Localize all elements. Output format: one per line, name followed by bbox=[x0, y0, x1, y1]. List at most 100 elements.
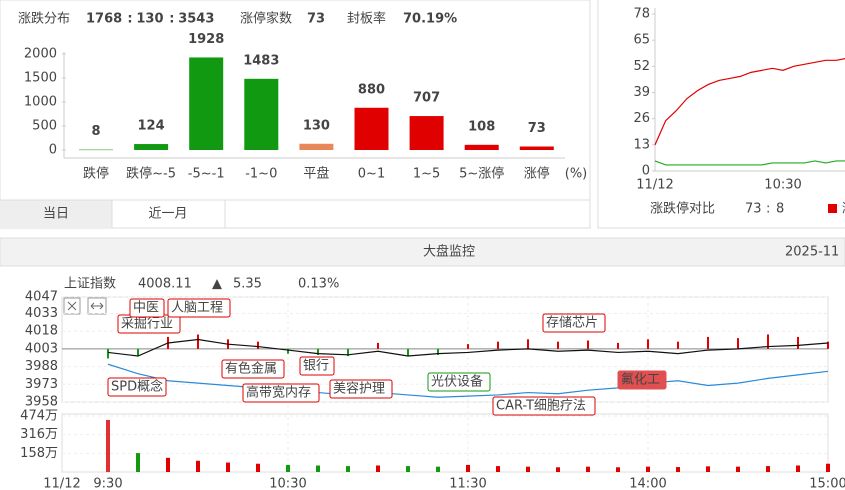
legend-sep: : bbox=[766, 202, 770, 217]
volume-bar bbox=[106, 420, 110, 472]
y-tick-label: 65 bbox=[633, 33, 650, 48]
diff-bar bbox=[677, 341, 679, 349]
diff-bar bbox=[767, 334, 769, 349]
volume-bar bbox=[256, 463, 260, 472]
index-name: 上证指数 bbox=[64, 277, 116, 292]
volume-bar bbox=[556, 467, 560, 472]
diff-bar bbox=[737, 338, 739, 349]
tab[interactable]: 当日 bbox=[43, 207, 69, 222]
x-tick-label: 10:30 bbox=[764, 178, 801, 193]
y-tick-label: 1500 bbox=[24, 71, 57, 86]
volume-bar bbox=[226, 462, 230, 472]
tag-label: 高带宽内存 bbox=[246, 385, 311, 401]
seal-label: 封板率 bbox=[347, 11, 386, 27]
series-line bbox=[107, 363, 829, 398]
x-tick-label: -5~-1 bbox=[188, 167, 225, 182]
value-label: 707 bbox=[413, 91, 440, 106]
diff-bar bbox=[587, 340, 589, 349]
x-tick-label: 跌停 bbox=[83, 166, 109, 182]
value-label: 8 bbox=[91, 124, 100, 139]
series-line bbox=[107, 338, 829, 357]
diff-bar bbox=[707, 336, 709, 349]
value-label: 130 bbox=[303, 118, 330, 133]
ratio-value: 130 bbox=[136, 12, 163, 27]
diff-bar bbox=[257, 341, 259, 349]
tag-box bbox=[129, 298, 165, 318]
title: 涨跌分布 bbox=[18, 11, 70, 27]
legend-title: 涨跌停对比 bbox=[650, 201, 715, 217]
tag-label: 银行 bbox=[303, 359, 329, 374]
x-unit: (%) bbox=[565, 167, 588, 182]
value-label: 73 bbox=[528, 121, 546, 136]
sep: : bbox=[127, 12, 132, 27]
value-label: 108 bbox=[468, 119, 495, 134]
monitor-bar bbox=[0, 237, 845, 267]
ratio-value: 3543 bbox=[178, 12, 214, 27]
tag-box bbox=[242, 383, 320, 403]
plot-frame bbox=[61, 296, 829, 403]
tag-label: 有色金属 bbox=[225, 361, 277, 377]
y-tick-label: 3988 bbox=[25, 359, 58, 374]
legend-down: 8 bbox=[776, 202, 784, 217]
x-tick-label: 平盘 bbox=[303, 166, 329, 182]
y-tick-label: 78 bbox=[633, 7, 650, 22]
tag-box bbox=[492, 396, 596, 416]
diff-bar bbox=[647, 339, 649, 349]
y-tick-label: 3958 bbox=[25, 395, 58, 410]
value-label: 1928 bbox=[188, 32, 224, 47]
monitor-date: 2025-11 bbox=[785, 245, 839, 260]
volume-bar bbox=[136, 453, 140, 472]
volume-bar bbox=[526, 466, 530, 472]
tag-label: SPD概念 bbox=[111, 379, 163, 395]
bar bbox=[354, 107, 389, 150]
v-tick-label: 158万 bbox=[20, 446, 58, 461]
tag-label: 中医 bbox=[133, 301, 159, 316]
series-line bbox=[654, 58, 845, 146]
diff-bar bbox=[437, 348, 439, 355]
change-arrow: ▲ bbox=[212, 277, 222, 292]
y-tick-label: 1000 bbox=[24, 95, 57, 110]
tag-label: 存储芯片 bbox=[546, 316, 598, 331]
bar bbox=[464, 144, 499, 150]
x-date: 11/12 bbox=[43, 477, 80, 490]
volume-frame bbox=[61, 413, 829, 473]
y-tick-label: 4033 bbox=[25, 306, 58, 321]
x-tick-label: 跌停~-5 bbox=[126, 166, 176, 182]
y-tick-label: 500 bbox=[32, 119, 57, 134]
diff-bar bbox=[137, 348, 139, 357]
y-tick-label: 0 bbox=[642, 164, 650, 179]
bar bbox=[299, 143, 334, 150]
volume-bar bbox=[676, 467, 680, 472]
volume-bar bbox=[196, 460, 200, 472]
y-tick-label: 0 bbox=[49, 143, 57, 158]
volume-bar bbox=[406, 466, 410, 472]
value-label: 1483 bbox=[243, 53, 279, 68]
y-tick-label: 4003 bbox=[25, 341, 58, 356]
bar bbox=[244, 78, 279, 150]
volume-bar bbox=[316, 465, 320, 472]
volume-bar bbox=[436, 466, 440, 472]
value-label: 124 bbox=[138, 119, 165, 134]
legend-up: 73 bbox=[745, 202, 762, 217]
diff-bar bbox=[827, 341, 829, 349]
tag-label: 美容护理 bbox=[333, 381, 385, 397]
volume-bar bbox=[736, 466, 740, 472]
volume-bar bbox=[766, 466, 770, 472]
limit-panel bbox=[597, 0, 845, 229]
tab[interactable]: 近一月 bbox=[148, 207, 187, 222]
tag-box bbox=[427, 372, 491, 392]
volume-bar bbox=[706, 466, 710, 472]
limit-label: 涨停家数 bbox=[240, 11, 292, 27]
tag-box bbox=[542, 313, 606, 333]
diff-bar bbox=[287, 348, 289, 354]
legend-name: 涨停 bbox=[842, 201, 845, 217]
diff-bar bbox=[317, 348, 319, 355]
diff-bar bbox=[197, 334, 199, 349]
monitor-title: 大盘监控 bbox=[423, 244, 475, 260]
bar bbox=[409, 116, 444, 150]
diff-bar bbox=[497, 341, 499, 349]
x-tick-label: 10:30 bbox=[269, 477, 306, 490]
x-tick-label: 0~1 bbox=[358, 167, 385, 182]
tag-box bbox=[329, 379, 393, 399]
